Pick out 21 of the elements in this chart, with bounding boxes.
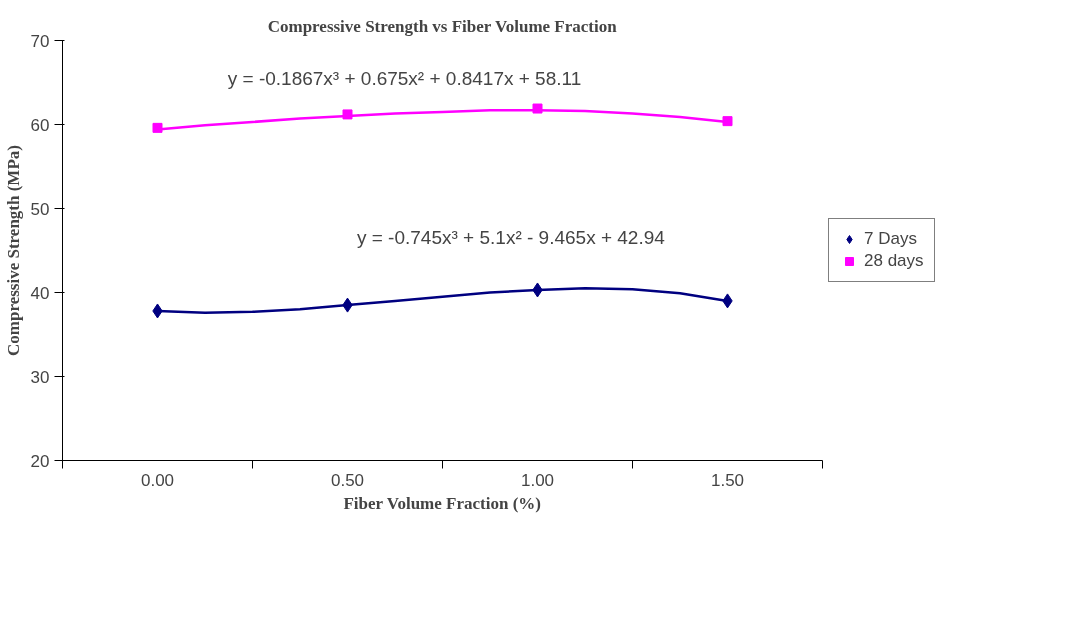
y-tick-label: 70 xyxy=(30,31,50,51)
chart-title: Compressive Strength vs Fiber Volume Fraction xyxy=(267,16,618,36)
x-tick-label: 1.00 xyxy=(520,470,555,490)
legend-label: 7 Days xyxy=(864,229,917,249)
y-axis-title: Compressive Strength (MPa) xyxy=(3,145,23,356)
point xyxy=(152,122,163,133)
x-tick-label: 0.00 xyxy=(140,470,175,490)
point xyxy=(342,109,353,120)
x-axis-title: Fiber Volume Fraction (%) xyxy=(343,493,541,513)
x-tick-label: 0.50 xyxy=(330,470,365,490)
y-tick-label: 30 xyxy=(30,367,50,387)
y-tick-label: 20 xyxy=(30,451,50,471)
y-tick-label: 50 xyxy=(30,199,50,219)
point xyxy=(532,103,543,114)
legend-label: 28 days xyxy=(864,251,924,271)
x-tick-label: 1.50 xyxy=(710,470,745,490)
annotation: y = -0.745x³ + 5.1x² - 9.465x + 42.94 xyxy=(356,227,666,249)
point xyxy=(722,116,733,127)
annotation: y = -0.1867x³ + 0.675x² + 0.8417x + 58.11 xyxy=(227,67,582,89)
y-tick-label: 60 xyxy=(30,115,50,135)
y-tick-label: 40 xyxy=(30,283,50,303)
